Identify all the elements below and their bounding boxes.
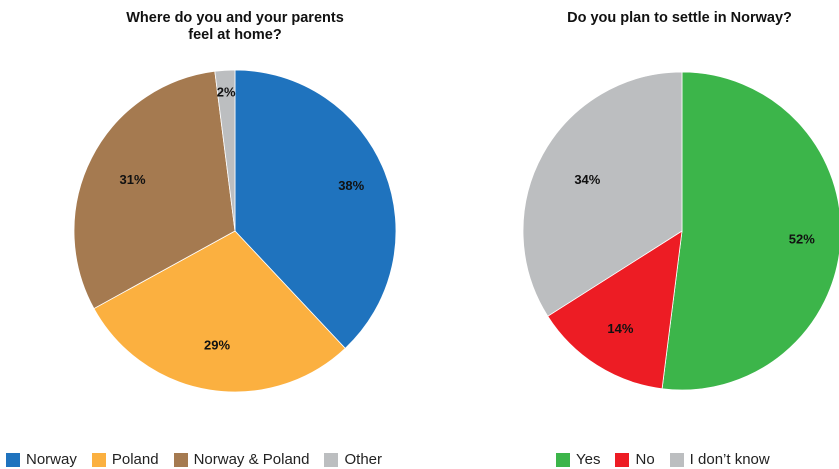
settle-slice-no: [547, 230, 683, 390]
chart-title-home: Where do you and your parents feel at ho…: [126, 10, 344, 43]
settle-slice-i-don-t-know: [522, 71, 683, 317]
legend-home: Norway Poland Norway & Poland Other: [6, 451, 382, 468]
settle-legend-swatch-i-don-t-know: [669, 452, 684, 467]
settle-legend-item-no: No: [615, 451, 655, 468]
home-legend-label-norway-and-poland: Norway & Poland: [193, 451, 310, 468]
settle-data-label-no: 14%: [607, 321, 633, 336]
home-slice-poland: [93, 230, 346, 393]
home-data-label-poland: 29%: [204, 338, 230, 353]
home-legend-swatch-other: [324, 452, 339, 467]
settle-data-label-yes: 52%: [789, 232, 815, 247]
home-legend-item-other: Other: [324, 451, 382, 468]
legend-settle: Yes No I don’t know: [556, 451, 770, 468]
chart-title-settle: Do you plan to settle in Norway?: [567, 10, 792, 26]
home-legend-swatch-poland: [91, 452, 106, 467]
home-data-label-norway: 38%: [338, 178, 364, 193]
home-slice-other: [214, 69, 236, 232]
home-legend-item-poland: Poland: [91, 451, 159, 468]
settle-legend-swatch-no: [615, 452, 630, 467]
settle-legend-swatch-yes: [556, 452, 570, 467]
home-legend-item-norway-and-poland: Norway & Poland: [173, 451, 310, 468]
home-legend-label-other: Other: [344, 451, 382, 468]
home-legend-item-norway: Norway: [6, 451, 77, 468]
settle-legend-label-yes: Yes: [576, 451, 601, 468]
settle-legend-label-i-don-t-know: I don’t know: [689, 451, 770, 468]
home-slice-norway: [234, 69, 397, 349]
settle-legend-label-no: No: [635, 451, 655, 468]
home-legend-label-poland: Poland: [111, 451, 159, 468]
home-data-label-norway-and-poland: 31%: [120, 172, 146, 187]
home-slice-norway-and-poland: [73, 70, 236, 310]
settle-legend-item-yes: Yes: [556, 451, 600, 468]
home-data-label-other: 2%: [217, 84, 236, 99]
settle-slice-yes: [661, 71, 839, 391]
home-legend-swatch-norway-and-poland: [173, 452, 188, 467]
settle-data-label-i-don-t-know: 34%: [574, 172, 600, 187]
settle-legend-item-i-don-t-know: I don’t know: [669, 451, 770, 468]
home-legend-swatch-norway: [6, 452, 20, 467]
home-legend-label-norway: Norway: [26, 451, 77, 468]
